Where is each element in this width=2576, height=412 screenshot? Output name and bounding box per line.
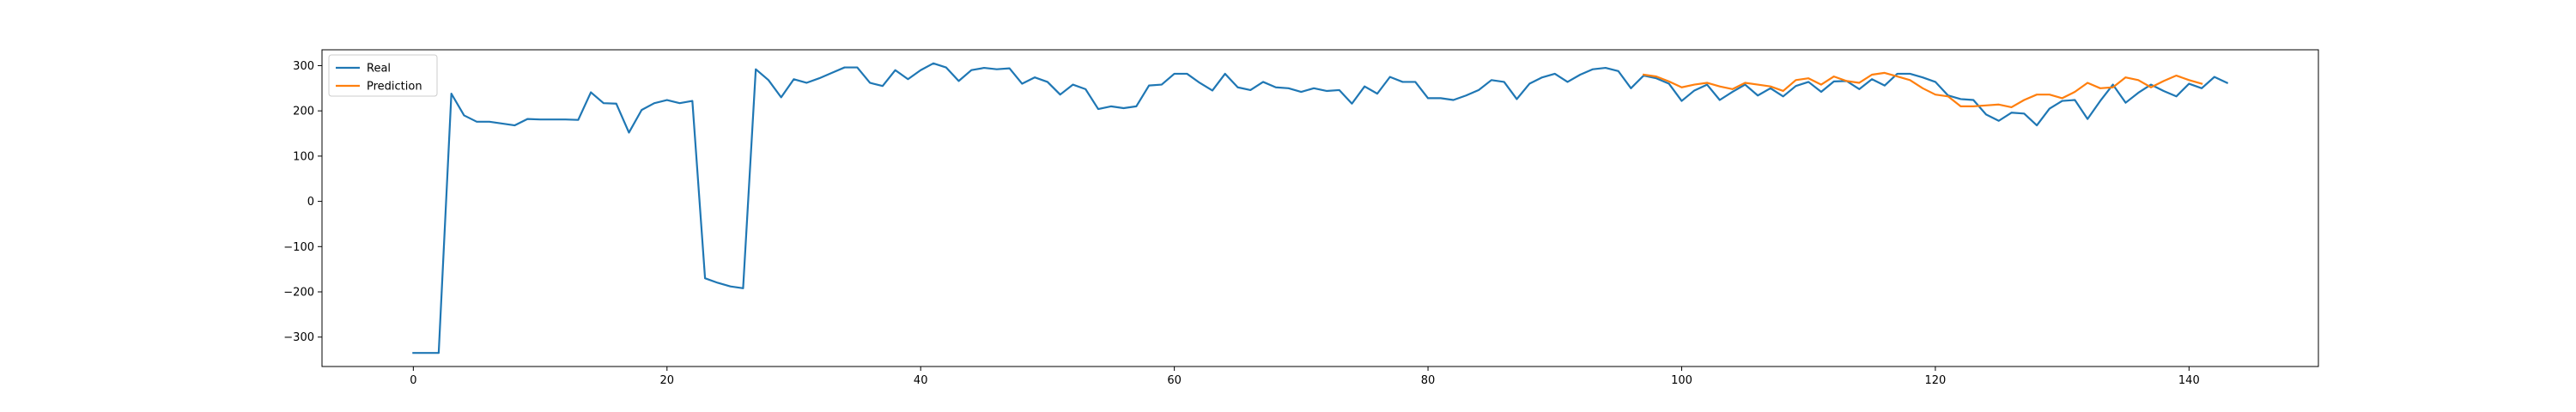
x-tick-label: 120 xyxy=(1924,374,1946,387)
series-line-real xyxy=(412,62,2229,354)
y-axis: −300 −200 −100 0 100 200 300 xyxy=(283,60,322,344)
y-tick-label: −200 xyxy=(283,287,314,300)
y-tick-label: 100 xyxy=(293,150,314,163)
x-tick-label: 140 xyxy=(2178,374,2200,387)
y-tick-label: 300 xyxy=(293,60,314,73)
plot-background xyxy=(322,50,2318,367)
x-tick-label: 40 xyxy=(914,374,928,387)
x-axis: 0 20 40 60 80 100 120 140 xyxy=(410,367,2200,387)
series-layer xyxy=(412,62,2229,354)
plot-frame xyxy=(321,49,2319,367)
x-tick-label: 0 xyxy=(410,374,416,387)
y-tick-label: 0 xyxy=(307,196,314,209)
y-tick-label: −100 xyxy=(283,241,314,254)
x-tick-label: 80 xyxy=(1421,374,1436,387)
x-tick-label: 60 xyxy=(1167,374,1182,387)
legend: Real Prediction xyxy=(328,54,438,97)
x-tick-label: 20 xyxy=(660,374,675,387)
legend-label: Prediction xyxy=(367,81,422,94)
series-line-prediction xyxy=(1642,71,2203,109)
y-tick-label: −300 xyxy=(283,331,314,344)
legend-label: Real xyxy=(367,63,391,76)
x-tick-label: 100 xyxy=(1671,374,1692,387)
y-tick-label: 200 xyxy=(293,106,314,118)
